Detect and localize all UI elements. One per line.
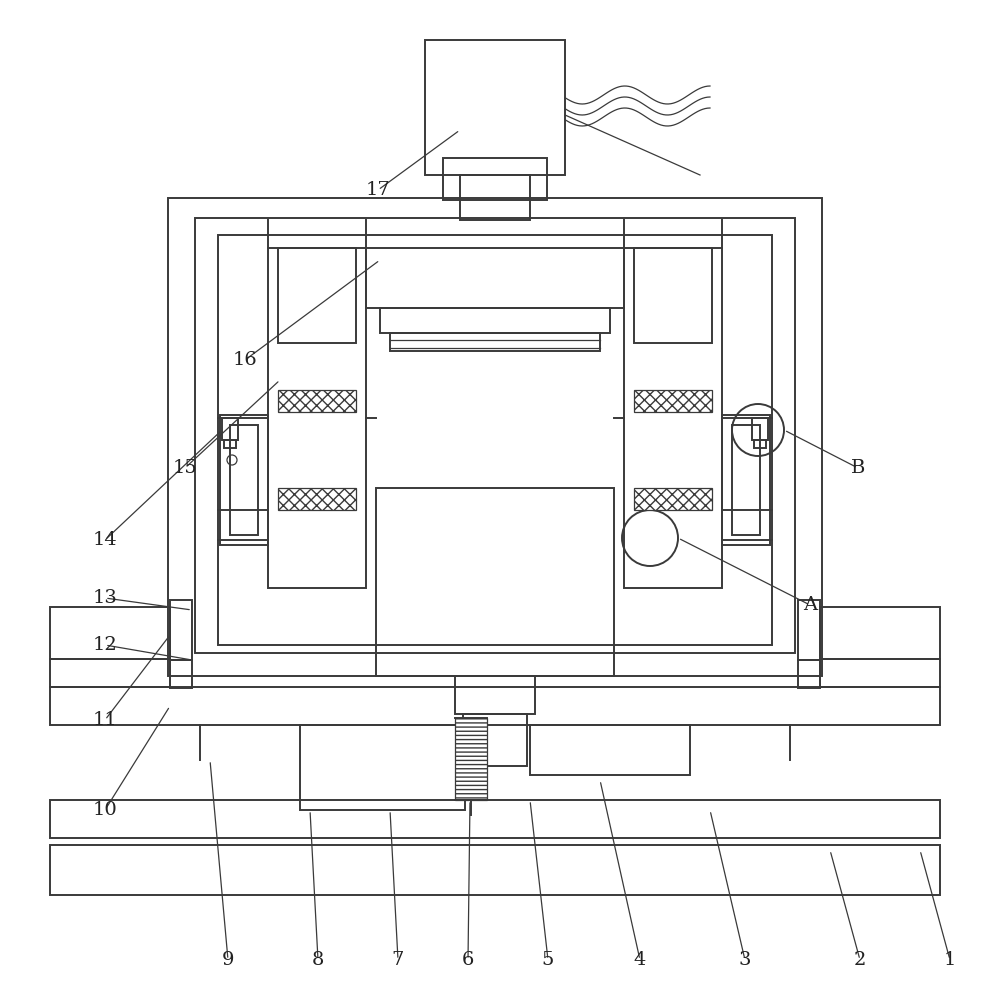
- Bar: [455, 676, 535, 714]
- Text: 2: 2: [853, 951, 866, 969]
- Bar: [460, 175, 530, 220]
- Bar: [300, 725, 465, 810]
- Bar: [218, 235, 772, 645]
- Bar: [170, 600, 192, 660]
- Bar: [50, 607, 170, 659]
- Bar: [820, 659, 940, 687]
- Bar: [752, 418, 768, 440]
- Text: 1: 1: [943, 951, 956, 969]
- Bar: [634, 390, 712, 412]
- Bar: [425, 40, 565, 175]
- Text: 5: 5: [542, 951, 554, 969]
- Text: 13: 13: [92, 589, 118, 607]
- Text: 12: 12: [93, 636, 118, 654]
- Bar: [50, 687, 940, 725]
- Bar: [376, 488, 614, 676]
- Text: 4: 4: [634, 951, 646, 969]
- Text: B: B: [850, 459, 865, 477]
- Bar: [380, 308, 610, 333]
- Bar: [268, 248, 366, 588]
- Text: 15: 15: [172, 459, 197, 477]
- Text: 9: 9: [222, 951, 235, 969]
- Bar: [754, 440, 766, 448]
- Bar: [50, 800, 940, 838]
- Bar: [224, 440, 236, 448]
- Bar: [463, 714, 527, 766]
- Bar: [634, 488, 712, 510]
- Text: 3: 3: [739, 951, 751, 969]
- Bar: [366, 248, 624, 308]
- Text: 6: 6: [461, 951, 474, 969]
- Text: A: A: [803, 596, 817, 614]
- Bar: [390, 333, 600, 351]
- Bar: [530, 725, 690, 775]
- Bar: [220, 415, 268, 545]
- Bar: [230, 425, 258, 535]
- Bar: [732, 425, 760, 535]
- Bar: [195, 218, 795, 653]
- Bar: [278, 248, 356, 343]
- Bar: [168, 198, 822, 676]
- Bar: [170, 660, 192, 688]
- Text: 8: 8: [312, 951, 324, 969]
- Bar: [50, 659, 170, 687]
- Bar: [634, 248, 712, 343]
- Text: 16: 16: [233, 351, 257, 369]
- Bar: [443, 158, 547, 200]
- Bar: [722, 415, 770, 545]
- Bar: [798, 660, 820, 688]
- Bar: [820, 607, 940, 659]
- Bar: [222, 418, 238, 440]
- Bar: [624, 248, 722, 588]
- Text: 14: 14: [93, 531, 118, 549]
- Bar: [798, 600, 820, 660]
- Bar: [278, 390, 356, 412]
- Text: 7: 7: [392, 951, 404, 969]
- Text: 11: 11: [93, 711, 118, 729]
- Bar: [50, 845, 940, 895]
- Bar: [455, 718, 487, 800]
- Text: 17: 17: [365, 181, 390, 199]
- Text: 10: 10: [93, 801, 118, 819]
- Bar: [278, 488, 356, 510]
